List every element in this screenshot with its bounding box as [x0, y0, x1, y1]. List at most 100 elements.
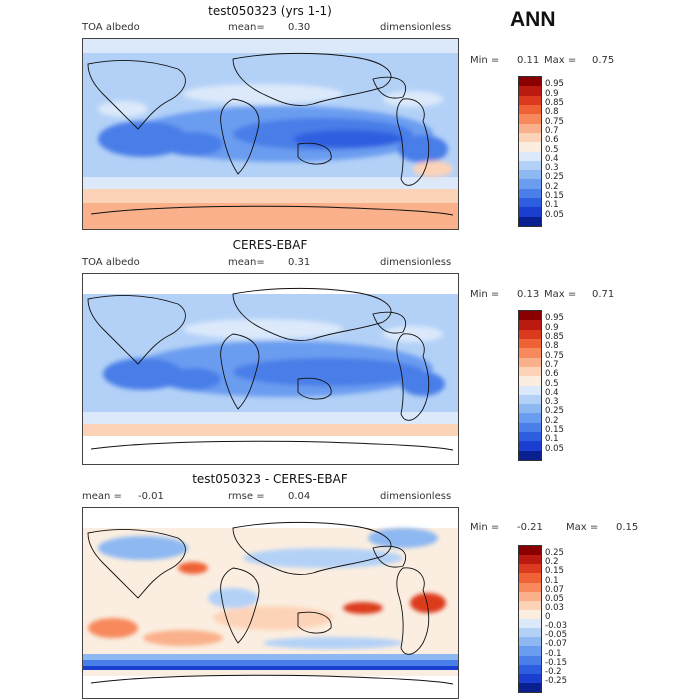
colorbar-swatch	[519, 413, 541, 423]
colorbar-tick-label: 0.5	[545, 144, 559, 155]
colorbar-swatch	[519, 582, 541, 592]
colorbar-swatch	[519, 348, 541, 358]
panel-3-max-label: Max =	[566, 522, 599, 533]
colorbar-tick-label: 0.07	[545, 584, 564, 595]
colorbar-swatch	[519, 329, 541, 339]
colorbar-tick-label: 0.6	[545, 369, 559, 380]
colorbar-tick-label: 0.75	[545, 350, 564, 361]
season-label: ANN	[510, 8, 556, 31]
colorbar-tick-label: -0.07	[545, 639, 567, 650]
colorbar-tick-label: 0.9	[545, 322, 559, 333]
panel-3-mean-label: mean =	[82, 491, 122, 502]
colorbar-tick-label: 0.7	[545, 125, 559, 136]
colorbar-swatch	[519, 637, 541, 647]
colorbar-swatch	[519, 682, 541, 692]
colorbar-swatch	[519, 600, 541, 610]
colorbar-swatch	[519, 573, 541, 583]
panel-1-units: dimensionless	[380, 22, 452, 33]
colorbar-tick-label: 0.8	[545, 341, 559, 352]
colorbar-tick-label: -0.2	[545, 666, 562, 677]
panel-1-min-value: 0.11	[517, 55, 540, 66]
colorbar-swatch	[519, 366, 541, 377]
colorbar-tick-label: 0.1	[545, 200, 559, 211]
colorbar-tick-label: 0.05	[545, 209, 564, 220]
colorbar-swatch	[519, 441, 541, 451]
colorbar-swatch	[519, 170, 541, 180]
panel-1-colorbar-labels: 0.95 0.9 0.85 0.8 0.75 0.7 0.6 0.5 0.4 0.3 0.25 0.2…	[545, 76, 585, 225]
colorbar-swatch	[519, 655, 541, 665]
colorbar-swatch	[519, 86, 541, 96]
panel-1-mean-value: 0.30	[288, 22, 311, 33]
panel-2-units: dimensionless	[380, 257, 452, 268]
panel-3-units: dimensionless	[380, 491, 452, 502]
colorbar-tick-label: 0.15	[545, 191, 564, 202]
panel-3-map	[82, 507, 459, 699]
colorbar-tick-label: 0.03	[545, 602, 564, 613]
colorbar-swatch	[519, 376, 541, 386]
colorbar-swatch	[519, 450, 541, 460]
panel-1-max-value: 0.75	[592, 55, 615, 66]
colorbar-tick-label: 0	[545, 612, 551, 622]
colorbar-tick-label: 0.1	[545, 575, 559, 586]
colorbar-swatch	[519, 311, 541, 321]
panel-3-rmse-label: rmse =	[228, 491, 265, 502]
panel-1-title: test050323 (yrs 1-1)	[208, 4, 332, 18]
colorbar-swatch	[519, 320, 541, 330]
colorbar-tick-label: 0.15	[545, 425, 564, 436]
panel-2-mean-label: mean=	[228, 257, 265, 268]
colorbar-swatch	[519, 216, 541, 226]
colorbar-swatch	[519, 151, 541, 161]
panel-2-title: CERES-EBAF	[232, 238, 308, 252]
colorbar-tick-label: 0.2	[545, 181, 559, 192]
colorbar-swatch	[519, 591, 541, 601]
colorbar-swatch	[519, 188, 541, 199]
colorbar-tick-label: 0.5	[545, 378, 559, 389]
panel-2-colorbar-labels: 0.95 0.9 0.85 0.8 0.75 0.7 0.6 0.5 0.4 0.3 0.25 0.2…	[545, 310, 585, 459]
panel-3-min-value: -0.21	[517, 522, 543, 533]
colorbar-swatch	[519, 404, 541, 414]
panel-2-map	[82, 273, 459, 465]
colorbar-tick-label: 0.6	[545, 135, 559, 146]
panel-2-variable-label: TOA albedo	[82, 257, 140, 268]
colorbar-tick-label: 0.85	[545, 331, 564, 342]
colorbar-tick-label: 0.4	[545, 153, 559, 164]
colorbar-swatch	[519, 609, 541, 619]
colorbar-tick-label: -0.03	[545, 621, 567, 632]
colorbar-swatch	[519, 664, 541, 674]
panel-1-min-label: Min =	[470, 55, 500, 66]
colorbar-tick-label: 0.9	[545, 88, 559, 99]
colorbar-tick-label: -0.1	[545, 648, 562, 659]
colorbar-swatch	[519, 646, 541, 656]
colorbar-swatch	[519, 546, 541, 556]
colorbar-tick-label: -0.15	[545, 657, 567, 668]
colorbar-swatch	[519, 104, 541, 115]
panel-2-max-value: 0.71	[592, 289, 615, 300]
colorbar-tick-label: 0.8	[545, 107, 559, 118]
colorbar-tick-label: 0.7	[545, 359, 559, 370]
colorbar-swatch	[519, 385, 541, 395]
panel-3-coastlines	[87, 521, 454, 685]
panel-1-map	[82, 38, 459, 230]
panel-1-mean-label: mean=	[228, 22, 265, 33]
panel-2-min-value: 0.13	[517, 289, 540, 300]
colorbar-swatch	[519, 77, 541, 87]
colorbar-tick-label: 0.95	[545, 79, 564, 90]
colorbar-swatch	[519, 338, 541, 349]
panel-2-colorbar	[518, 310, 542, 461]
colorbar-swatch	[519, 357, 541, 367]
colorbar-swatch	[519, 132, 541, 143]
colorbar-tick-label: 0.4	[545, 387, 559, 398]
colorbar-tick-label: 0.3	[545, 397, 559, 408]
colorbar-tick-label: 0.15	[545, 566, 564, 577]
colorbar-swatch	[519, 628, 541, 638]
colorbar-tick-label: 0.75	[545, 116, 564, 127]
panel-1-coastlines	[87, 52, 454, 216]
colorbar-swatch	[519, 422, 541, 433]
colorbar-tick-label: 0.95	[545, 313, 564, 324]
colorbar-swatch	[519, 114, 541, 124]
colorbar-swatch	[519, 207, 541, 217]
colorbar-tick-label: 0.1	[545, 434, 559, 445]
panel-2-mean-value: 0.31	[288, 257, 311, 268]
panel-1-max-label: Max =	[544, 55, 577, 66]
panel-3-title: test050323 - CERES-EBAF	[192, 472, 348, 486]
